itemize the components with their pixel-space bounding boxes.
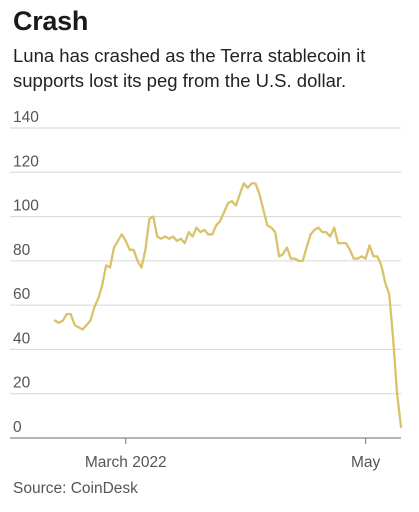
y-tick-label: 100 [13, 198, 39, 215]
y-tick-label: 80 [13, 242, 31, 259]
y-tick-label: 20 [13, 375, 31, 392]
y-tick-label: 0 [13, 419, 22, 436]
gridlines [10, 127, 401, 395]
chart-subtitle: Luna has crashed as the Terra stablecoin… [13, 45, 366, 91]
x-axis-ticks: March 2022 May [85, 438, 381, 471]
y-axis-tick-labels: 0 20 40 60 80 100 120 140 [13, 109, 39, 436]
luna-price-line [53, 182, 403, 429]
y-tick-label: 120 [13, 153, 39, 170]
chart-title: Crash [13, 6, 89, 36]
y-tick-label: 40 [13, 330, 31, 347]
x-tick-label: May [351, 454, 381, 471]
source-note: Source: CoinDesk [13, 480, 138, 497]
y-tick-label: 60 [13, 286, 31, 303]
x-tick-label: March 2022 [85, 454, 167, 471]
y-tick-label: 140 [13, 109, 39, 126]
